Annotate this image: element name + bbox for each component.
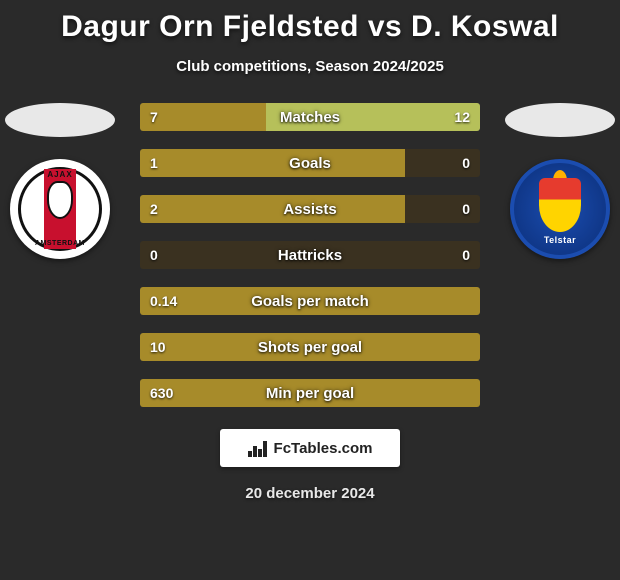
stat-row: 0.14Goals per match — [140, 287, 480, 315]
stat-row: 10Goals — [140, 149, 480, 177]
comparison-content: AJAX AMSTERDAM Telstar 712Matches 10Goals… — [0, 103, 620, 407]
ajax-badge: AJAX AMSTERDAM — [10, 159, 110, 259]
stat-fill-left — [140, 287, 480, 315]
player-1-photo-placeholder — [5, 103, 115, 137]
right-club-column: Telstar — [500, 103, 620, 259]
stat-label: Hattricks — [140, 241, 480, 269]
stat-fill-left — [140, 195, 405, 223]
player-2-photo-placeholder — [505, 103, 615, 137]
stat-fill-left — [140, 149, 405, 177]
telstar-badge: Telstar — [510, 159, 610, 259]
stat-row: 10Shots per goal — [140, 333, 480, 361]
stat-value-left: 0 — [140, 241, 168, 269]
brand-text: FcTables.com — [274, 440, 373, 457]
ajax-bottom-text: AMSTERDAM — [10, 240, 110, 247]
ajax-top-text: AJAX — [10, 170, 110, 179]
left-club-column: AJAX AMSTERDAM — [0, 103, 120, 259]
player-2-name: D. Koswal — [411, 10, 559, 43]
stat-value-right: 0 — [452, 195, 480, 223]
comparison-title: Dagur Orn Fjeldsted vs D. Koswal — [0, 0, 620, 44]
stat-fill-left — [140, 379, 480, 407]
stat-value-right: 0 — [452, 149, 480, 177]
player-1-name: Dagur Orn Fjeldsted — [61, 10, 359, 43]
stat-fill-left — [140, 333, 480, 361]
stat-row: 712Matches — [140, 103, 480, 131]
stat-row: 0 0Hattricks — [140, 241, 480, 269]
footer-brand: FcTables.com — [220, 429, 400, 467]
vs-text: vs — [368, 10, 402, 43]
brand-chart-icon — [248, 439, 270, 457]
subtitle: Club competitions, Season 2024/2025 — [0, 58, 620, 75]
stat-row: 20Assists — [140, 195, 480, 223]
snapshot-date: 20 december 2024 — [0, 485, 620, 502]
telstar-text: Telstar — [514, 235, 606, 245]
stat-fill-left — [140, 103, 266, 131]
stat-row: 630Min per goal — [140, 379, 480, 407]
stat-bars: 712Matches10Goals20Assists00Hattricks0.1… — [140, 103, 480, 407]
stat-fill-right — [266, 103, 480, 131]
stat-value-right: 0 — [452, 241, 480, 269]
